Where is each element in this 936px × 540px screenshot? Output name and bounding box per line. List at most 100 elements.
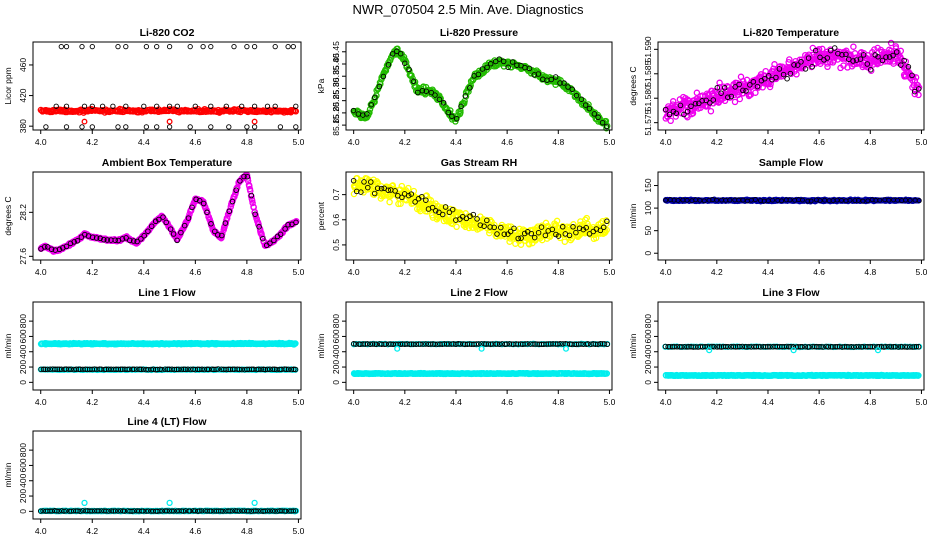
pressure-point [397, 50, 404, 57]
rh-title: Gas Stream RH [441, 157, 517, 169]
rh-xtick-label: 5.0 [604, 267, 616, 277]
co2-point [251, 43, 258, 50]
rh-point [566, 232, 573, 239]
sampleflow-xtick-label: 4.2 [711, 267, 723, 277]
line2-xtick-label: 4.6 [501, 397, 513, 407]
boxtemp-point [101, 236, 107, 243]
rh-point [432, 208, 439, 214]
rh-point [484, 217, 490, 224]
temp-point [728, 93, 735, 100]
temp-ytick-label: 51.590 [643, 36, 653, 62]
sampleflow-points [662, 196, 922, 205]
line2-ytick-label: 200 [331, 360, 341, 374]
co2-point [208, 124, 214, 130]
boxtemp-series-magenta [37, 171, 300, 255]
pressure-point [428, 89, 435, 96]
temp-point [805, 55, 812, 61]
boxtemp-points [37, 171, 300, 255]
rh-point [600, 224, 607, 231]
rh-point [597, 227, 604, 234]
temp-point [786, 56, 793, 63]
rh-point [518, 235, 524, 241]
pressure-point [573, 92, 580, 99]
sampleflow-frame [657, 171, 925, 261]
boxtemp-point [189, 204, 195, 211]
pressure-point [445, 109, 452, 116]
pressure-point [462, 93, 469, 99]
rh-point [491, 224, 497, 231]
boxtemp-point [204, 209, 210, 216]
line1-title: Line 1 Flow [138, 287, 196, 299]
pressure-point [410, 78, 417, 85]
boxtemp-point [208, 221, 214, 227]
temp-point [689, 110, 697, 117]
rh-ytick-label: 0.5 [331, 239, 341, 251]
co2-title: Li-820 CO2 [140, 27, 195, 39]
co2-series-black-mid [53, 103, 299, 109]
co2-ytick-label: 460 [18, 58, 28, 72]
temp-point [867, 66, 874, 73]
pressure-point [366, 109, 373, 116]
rh-xtick-label: 4.4 [450, 267, 462, 277]
boxtemp-point [229, 198, 236, 205]
sampleflow-ytick-label: 100 [643, 201, 653, 215]
co2-point [63, 103, 70, 109]
rh-point [399, 194, 405, 201]
line3-xtick-label: 4.0 [660, 397, 672, 407]
co2-point [154, 124, 160, 130]
rh-point [350, 177, 357, 184]
pressure-series-black [350, 48, 610, 130]
boxtemp-point [256, 223, 262, 230]
pressure-point [505, 64, 511, 71]
rh-point [412, 199, 418, 205]
co2-xtick-label: 5.0 [293, 137, 305, 147]
temp-point [750, 79, 757, 85]
rh-point [555, 233, 562, 239]
co2-point [293, 103, 299, 109]
co2-point [58, 43, 64, 50]
boxtemp-point [267, 240, 273, 246]
line1-ytick-label: 800 [18, 314, 28, 328]
pressure-point [591, 111, 598, 117]
pressure-frame [345, 41, 613, 131]
pressure-point [500, 58, 507, 65]
boxtemp-point [277, 231, 284, 238]
co2-point [277, 124, 284, 130]
line3-xtick-label: 4.8 [864, 397, 876, 407]
co2-point [187, 43, 193, 50]
co2-point [192, 103, 198, 109]
boxtemp-ytick-label: 27.6 [18, 248, 28, 265]
co2-series-black [58, 43, 296, 50]
co2-point [251, 118, 258, 125]
temp-point [707, 107, 715, 115]
pressure-point [419, 87, 426, 94]
temp-point [864, 61, 871, 67]
temp-points [662, 39, 923, 125]
temp-point [747, 82, 753, 88]
pressure-point [364, 111, 370, 117]
temp-point [864, 52, 871, 59]
line3-series-cyan [662, 371, 922, 380]
temp-point [761, 75, 768, 82]
rh-series-black [350, 177, 610, 242]
rh-point [549, 226, 556, 233]
rh-point [470, 211, 477, 218]
pressure-point [453, 115, 460, 122]
co2-point [223, 103, 229, 109]
temp-point [710, 97, 717, 103]
temp-point [681, 111, 687, 118]
rh-point [494, 231, 500, 237]
rh-point [542, 232, 549, 239]
temp-point [793, 71, 800, 78]
pressure-point [458, 103, 464, 110]
temp-point [780, 71, 787, 78]
temp-point [839, 52, 845, 58]
temp-point [692, 100, 699, 107]
pressure-xtick-label: 4.4 [450, 137, 462, 147]
pressure-ytick-label: 85.15 [331, 114, 341, 136]
temp-point [684, 113, 691, 121]
temp-series-magenta [662, 39, 923, 125]
co2-point [63, 124, 70, 130]
co2-point [143, 124, 150, 130]
temp-point [757, 71, 765, 78]
